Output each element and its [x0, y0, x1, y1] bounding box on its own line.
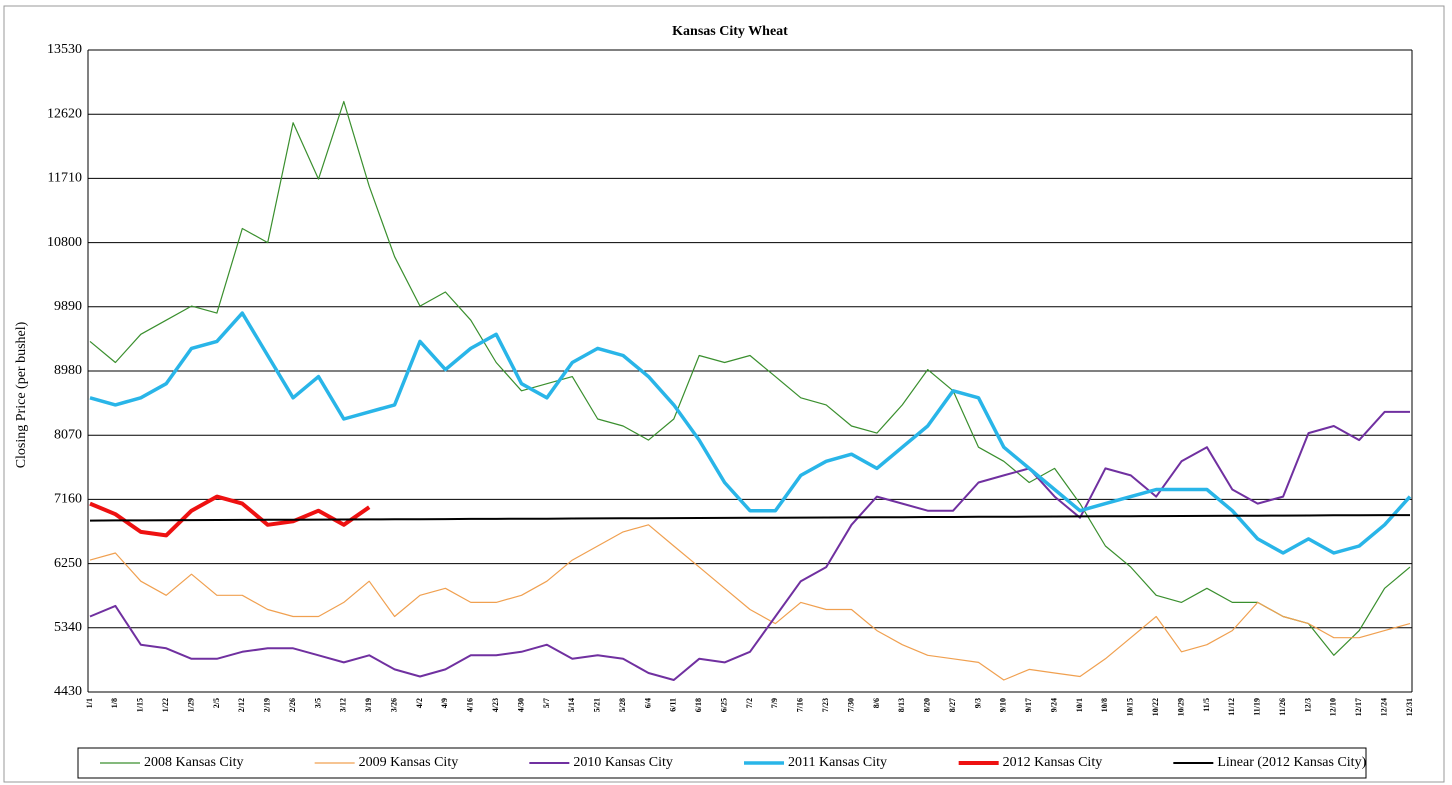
x-tick-label: 2/26	[288, 698, 297, 712]
x-tick-label: 7/2	[745, 698, 754, 708]
x-tick-label: 12/3	[1303, 698, 1312, 712]
y-tick-label: 10800	[47, 235, 82, 250]
x-tick-label: 5/14	[567, 698, 576, 712]
legend-label: 2010 Kansas City	[573, 755, 673, 770]
y-tick-label: 4430	[54, 684, 82, 699]
y-axis-label: Closing Price (per bushel)	[14, 321, 29, 468]
series-line	[89, 311, 1412, 555]
x-tick-label: 1/22	[161, 698, 170, 712]
legend-label: 2008 Kansas City	[144, 755, 244, 770]
x-tick-label: 3/12	[339, 698, 348, 712]
x-tick-label: 10/15	[1126, 698, 1135, 716]
y-tick-label: 11710	[48, 171, 82, 186]
legend-label: 2012 Kansas City	[1003, 755, 1103, 770]
x-tick-label: 7/30	[846, 698, 855, 712]
x-tick-label: 5/7	[542, 698, 551, 708]
y-tick-label: 13530	[47, 42, 82, 57]
chart-title: Kansas City Wheat	[672, 24, 788, 39]
x-tick-label: 9/24	[1049, 698, 1058, 712]
series-line	[89, 410, 1410, 681]
x-tick-label: 11/19	[1253, 698, 1262, 716]
x-tick-label: 8/27	[948, 698, 957, 712]
x-tick-label: 9/3	[973, 698, 982, 708]
y-tick-label: 5340	[54, 620, 82, 635]
legend-label: 2011 Kansas City	[788, 755, 887, 770]
legend-label: 2009 Kansas City	[359, 755, 459, 770]
x-tick-label: 4/16	[466, 698, 475, 712]
legend-box	[77, 747, 1367, 779]
x-tick-label: 7/9	[770, 698, 779, 708]
x-tick-label: 11/12	[1227, 698, 1236, 716]
x-tick-label: 3/26	[389, 698, 398, 712]
y-tick-label: 8980	[54, 363, 82, 378]
x-tick-label: 11/5	[1202, 698, 1211, 712]
x-tick-label: 10/22	[1151, 698, 1160, 716]
x-tick-label: 4/2	[415, 698, 424, 708]
y-tick-label: 8070	[54, 427, 82, 442]
x-tick-label: 4/30	[516, 698, 525, 712]
x-tick-label: 12/31	[1405, 698, 1414, 716]
x-tick-label: 1/15	[136, 698, 145, 712]
y-tick-label: 7160	[54, 492, 82, 507]
x-tick-label: 4/9	[440, 698, 449, 708]
x-tick-label: 10/1	[1075, 698, 1084, 712]
x-tick-label: 12/17	[1354, 698, 1363, 716]
series-line	[89, 100, 1411, 656]
series-line	[89, 524, 1411, 681]
x-tick-label: 8/13	[897, 698, 906, 712]
x-tick-label: 12/24	[1379, 698, 1388, 716]
x-tick-label: 6/11	[669, 698, 678, 712]
y-tick-label: 6250	[54, 556, 82, 571]
x-tick-label: 12/10	[1329, 698, 1338, 716]
series-line	[89, 514, 1410, 522]
x-tick-label: 5/28	[618, 698, 627, 712]
y-tick-label: 12620	[47, 106, 82, 121]
chart-frame	[3, 5, 1445, 783]
x-tick-label: 3/19	[364, 698, 373, 712]
x-tick-label: 2/19	[263, 698, 272, 712]
x-tick-label: 1/1	[85, 698, 94, 708]
x-tick-label: 1/29	[186, 698, 195, 712]
x-tick-label: 8/20	[923, 698, 932, 712]
x-tick-label: 7/23	[821, 698, 830, 712]
series-line	[89, 494, 371, 538]
x-tick-label: 11/26	[1278, 698, 1287, 716]
x-tick-label: 9/10	[999, 698, 1008, 712]
x-tick-label: 1/8	[110, 698, 119, 708]
x-tick-label: 9/17	[1024, 698, 1033, 712]
x-tick-label: 6/4	[643, 698, 652, 708]
y-tick-label: 9890	[54, 299, 82, 314]
x-tick-label: 8/6	[872, 698, 881, 708]
x-tick-label: 7/16	[796, 698, 805, 712]
x-tick-label: 3/5	[313, 698, 322, 708]
x-tick-label: 4/23	[491, 698, 500, 712]
x-tick-label: 2/5	[212, 698, 221, 708]
x-tick-label: 10/8	[1100, 698, 1109, 712]
legend-label: Linear (2012 Kansas City)	[1217, 755, 1366, 770]
x-tick-label: 2/12	[237, 698, 246, 712]
x-tick-label: 5/21	[593, 698, 602, 712]
x-tick-label: 6/18	[694, 698, 703, 712]
x-tick-label: 6/25	[719, 698, 728, 712]
x-tick-label: 10/29	[1176, 698, 1185, 716]
